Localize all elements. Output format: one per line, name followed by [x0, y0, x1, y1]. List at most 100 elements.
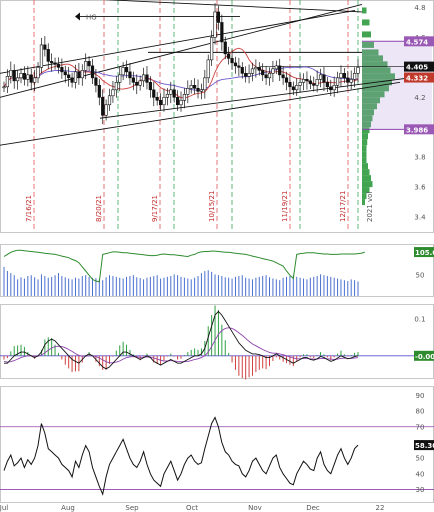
- candle-body: [179, 99, 183, 106]
- candle-body: [305, 79, 309, 82]
- date-marker-label: 12/17/21: [339, 191, 347, 222]
- volume-profile-bar: [362, 109, 374, 116]
- candle-body: [124, 67, 129, 73]
- candle-body: [111, 89, 115, 97]
- candle-body: [203, 77, 207, 91]
- upper-channel-line: [0, 10, 356, 74]
- volume-profile-bar: [362, 7, 367, 14]
- candle-body: [9, 70, 13, 77]
- candle-body: [349, 79, 353, 83]
- price-badge-label: 3.986: [406, 126, 428, 134]
- candle-body: [244, 73, 248, 77]
- candle-body: [90, 65, 95, 79]
- candle-body: [352, 73, 357, 80]
- candle-body: [308, 80, 312, 85]
- price-badge-label: 4.405: [406, 64, 428, 72]
- volume-profile-bar: [362, 133, 368, 140]
- candle-body: [16, 77, 20, 82]
- candle-body: [220, 22, 224, 43]
- candle-body: [162, 96, 166, 106]
- open-interest-line: [3, 249, 365, 283]
- date-marker-label: 11/19/21: [281, 191, 289, 222]
- candle-body: [227, 53, 231, 59]
- candle-body: [295, 85, 299, 91]
- rsi-line: [3, 416, 359, 496]
- volume-profile-bar: [362, 73, 395, 80]
- candle-body: [175, 96, 180, 106]
- rsi-y-tick: 30: [416, 486, 425, 494]
- candle-body: [135, 82, 139, 86]
- hg-label: HG: [86, 13, 97, 21]
- rsi-panel: [0, 386, 434, 503]
- macd-signal-line: [3, 327, 359, 364]
- volume-profile-bar: [362, 121, 371, 128]
- date-marker-label: 10/15/21: [208, 191, 216, 222]
- candle-body: [223, 41, 227, 55]
- volume-profile-bar: [362, 31, 371, 38]
- volume-profile-bar: [362, 169, 370, 176]
- candle-body: [230, 58, 234, 64]
- candle-body: [237, 65, 241, 68]
- value-area-box: [362, 41, 432, 130]
- candle-body: [12, 70, 16, 82]
- date-marker-label: 8/20/21: [95, 195, 103, 222]
- x-axis-tick: Oct: [186, 504, 198, 512]
- candle-body: [199, 89, 204, 92]
- price-badge: [404, 124, 434, 135]
- candle-body: [36, 67, 40, 79]
- candle-body: [84, 61, 88, 71]
- candle-body: [33, 77, 37, 83]
- candle-body: [87, 61, 91, 67]
- x-axis-tick: Dec: [306, 504, 320, 512]
- candle-body: [131, 77, 135, 83]
- candle-body: [315, 79, 319, 86]
- candle-body: [172, 89, 176, 98]
- candle-body: [278, 65, 282, 76]
- candle-body: [339, 73, 343, 79]
- macd-y-tick: 0.1: [414, 315, 425, 323]
- resistance-line: [103, 0, 363, 13]
- candle-body: [189, 85, 193, 89]
- volume-profile-bar: [362, 145, 367, 152]
- candle-body: [158, 99, 163, 106]
- volume-profile-bar: [362, 163, 368, 170]
- price-y-tick: 3.8: [414, 154, 425, 162]
- volume-profile-bar: [362, 103, 377, 110]
- volume-profile-bar: [362, 151, 367, 158]
- candle-body: [70, 77, 74, 83]
- candle-body: [193, 85, 197, 89]
- candle-body: [216, 11, 221, 23]
- volume-badge-label: 105.6: [415, 249, 434, 257]
- rsi-y-tick: 90: [416, 392, 425, 400]
- moving-average-slow: [3, 66, 358, 91]
- date-marker-label: 7/16/21: [25, 195, 33, 222]
- x-axis-tick: Aug: [61, 504, 75, 512]
- price-badge: [404, 61, 434, 72]
- candle-body: [63, 71, 67, 76]
- volume-profile-bar: [362, 199, 365, 206]
- candle-body: [50, 61, 54, 64]
- candle-body: [5, 76, 10, 88]
- volume-profile-bar: [362, 55, 383, 62]
- macd-badge-label: -0.00: [415, 353, 434, 361]
- candle-body: [141, 74, 146, 82]
- rsi-y-tick: 50: [416, 455, 425, 463]
- price-badge-label: 4.332: [406, 75, 428, 83]
- candle-body: [107, 95, 112, 106]
- candle-body: [165, 93, 169, 98]
- volume-profile-bar: [362, 85, 389, 92]
- candle-body: [104, 104, 108, 116]
- candle-body: [247, 73, 251, 77]
- candle-body: [77, 71, 81, 79]
- candle-body: [186, 88, 190, 95]
- candle-body: [39, 44, 44, 68]
- candle-body: [312, 83, 316, 86]
- volume-profile-bar: [362, 175, 371, 182]
- volume-profile-label: 2021 vol: [366, 192, 374, 222]
- x-axis-tick: Jul: [0, 504, 8, 512]
- volume-profile-bar: [362, 181, 373, 188]
- candle-body: [267, 73, 272, 79]
- candle-body: [261, 70, 265, 76]
- volume-badge: [414, 247, 434, 258]
